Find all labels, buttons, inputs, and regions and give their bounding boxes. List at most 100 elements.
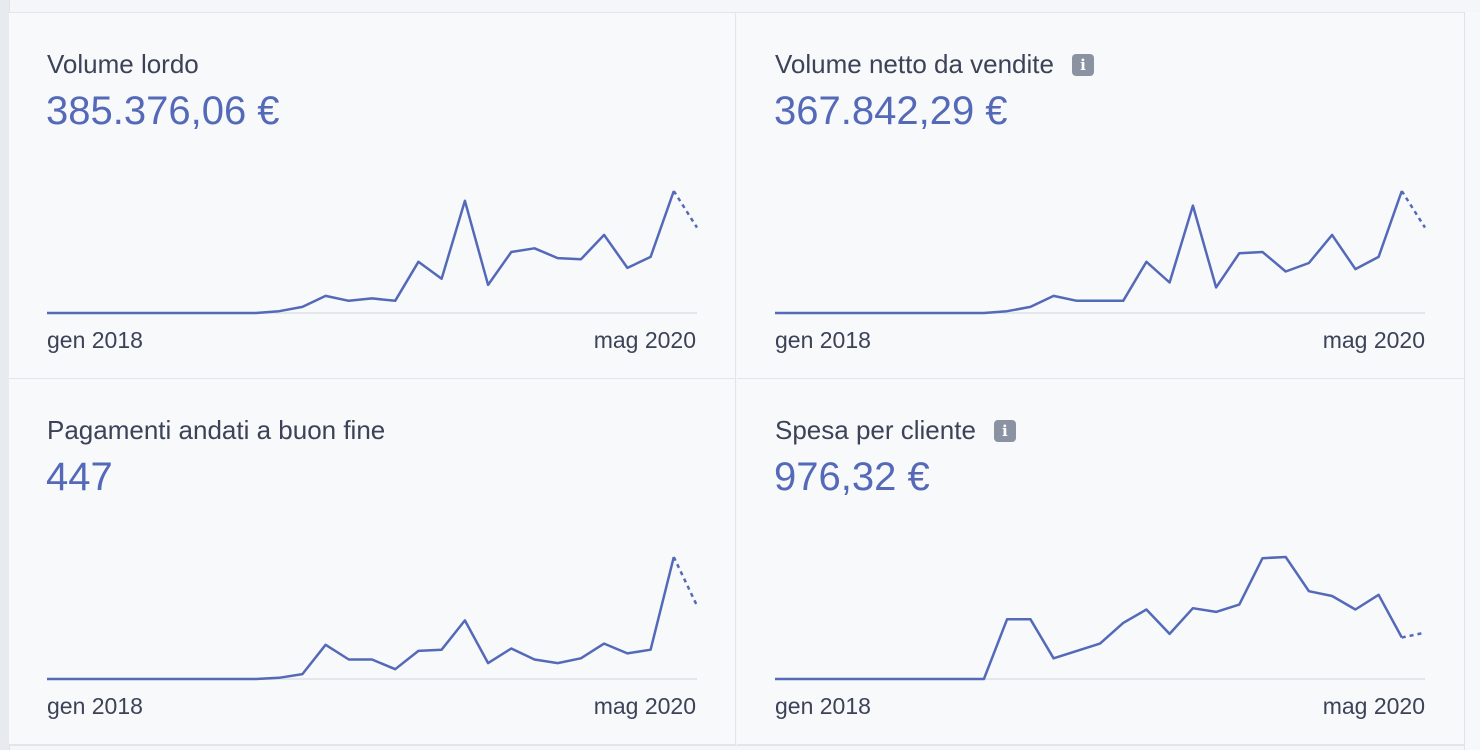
data-point[interactable] <box>978 673 990 685</box>
data-point[interactable] <box>1117 617 1129 629</box>
data-point[interactable] <box>87 307 99 319</box>
data-point[interactable] <box>529 654 541 666</box>
info-icon[interactable]: i <box>1071 53 1094 76</box>
info-icon[interactable]: i <box>993 419 1016 442</box>
data-point[interactable] <box>552 252 564 264</box>
data-point[interactable] <box>366 292 378 304</box>
data-point[interactable] <box>180 673 192 685</box>
data-point[interactable] <box>862 307 874 319</box>
data-point[interactable] <box>1257 552 1269 564</box>
data-point[interactable] <box>343 654 355 666</box>
data-point[interactable] <box>839 307 851 319</box>
data-point[interactable] <box>41 673 53 685</box>
data-point[interactable] <box>1187 602 1199 614</box>
data-point[interactable] <box>862 673 874 685</box>
data-point[interactable] <box>885 307 897 319</box>
card-spesa-cliente[interactable]: Spesa per cliente i 976,32 € gen 2018 ma… <box>737 379 1464 745</box>
data-point[interactable] <box>668 185 680 197</box>
data-point[interactable] <box>955 307 967 319</box>
data-point[interactable] <box>1094 638 1106 650</box>
data-point[interactable] <box>1349 604 1361 616</box>
data-point[interactable] <box>932 673 944 685</box>
data-point[interactable] <box>436 273 448 285</box>
data-point[interactable] <box>885 673 897 685</box>
data-point[interactable] <box>1210 281 1222 293</box>
data-point[interactable] <box>932 307 944 319</box>
card-pagamenti[interactable]: Pagamenti andati a buon fine 447 gen 201… <box>9 379 736 745</box>
data-point[interactable] <box>482 657 494 669</box>
data-point[interactable] <box>691 222 703 234</box>
data-point[interactable] <box>908 307 920 319</box>
data-point[interactable] <box>1210 606 1222 618</box>
data-point[interactable] <box>320 290 332 302</box>
data-point[interactable] <box>204 307 216 319</box>
data-point[interactable] <box>1048 652 1060 664</box>
data-point[interactable] <box>250 307 262 319</box>
data-point[interactable] <box>598 638 610 650</box>
data-point[interactable] <box>459 614 471 626</box>
data-point[interactable] <box>792 673 804 685</box>
data-point[interactable] <box>839 673 851 685</box>
data-point[interactable] <box>1071 645 1083 657</box>
data-point[interactable] <box>389 663 401 675</box>
data-point[interactable] <box>227 307 239 319</box>
data-point[interactable] <box>529 242 541 254</box>
data-point[interactable] <box>1303 585 1315 597</box>
data-point[interactable] <box>1280 551 1292 563</box>
data-point[interactable] <box>482 279 494 291</box>
data-point[interactable] <box>575 253 587 265</box>
data-point[interactable] <box>1326 229 1338 241</box>
data-point[interactable] <box>505 246 517 258</box>
data-point[interactable] <box>111 307 123 319</box>
data-point[interactable] <box>1419 222 1431 234</box>
data-point[interactable] <box>273 672 285 684</box>
data-point[interactable] <box>1233 599 1245 611</box>
data-point[interactable] <box>769 673 781 685</box>
data-point[interactable] <box>41 307 53 319</box>
data-point[interactable] <box>978 307 990 319</box>
data-point[interactable] <box>1164 277 1176 289</box>
data-point[interactable] <box>668 551 680 563</box>
data-point[interactable] <box>1257 246 1269 258</box>
data-point[interactable] <box>1001 613 1013 625</box>
data-point[interactable] <box>1071 295 1083 307</box>
data-point[interactable] <box>204 673 216 685</box>
data-point[interactable] <box>1303 257 1315 269</box>
data-point[interactable] <box>1396 632 1408 644</box>
data-point[interactable] <box>227 673 239 685</box>
data-point[interactable] <box>908 673 920 685</box>
data-point[interactable] <box>1164 628 1176 640</box>
data-point[interactable] <box>621 262 633 274</box>
data-point[interactable] <box>134 673 146 685</box>
data-point[interactable] <box>769 307 781 319</box>
data-point[interactable] <box>1419 627 1431 639</box>
data-point[interactable] <box>598 229 610 241</box>
data-point[interactable] <box>64 307 76 319</box>
data-point[interactable] <box>296 301 308 313</box>
data-point[interactable] <box>180 307 192 319</box>
data-point[interactable] <box>64 673 76 685</box>
data-point[interactable] <box>1094 295 1106 307</box>
data-point[interactable] <box>157 673 169 685</box>
data-point[interactable] <box>1001 305 1013 317</box>
data-point[interactable] <box>412 256 424 268</box>
data-point[interactable] <box>459 195 471 207</box>
data-point[interactable] <box>1024 301 1036 313</box>
card-volume-lordo[interactable]: Volume lordo 385.376,06 € gen 2018 mag 2… <box>9 13 736 379</box>
data-point[interactable] <box>792 307 804 319</box>
data-point[interactable] <box>1048 290 1060 302</box>
data-point[interactable] <box>1280 266 1292 278</box>
data-point[interactable] <box>1233 247 1245 259</box>
data-point[interactable] <box>412 645 424 657</box>
data-point[interactable] <box>621 647 633 659</box>
data-point[interactable] <box>1396 185 1408 197</box>
data-point[interactable] <box>645 251 657 263</box>
data-point[interactable] <box>320 639 332 651</box>
data-point[interactable] <box>505 643 517 655</box>
data-point[interactable] <box>815 673 827 685</box>
data-point[interactable] <box>273 305 285 317</box>
data-point[interactable] <box>1140 256 1152 268</box>
data-point[interactable] <box>691 600 703 612</box>
data-point[interactable] <box>250 673 262 685</box>
data-point[interactable] <box>1349 263 1361 275</box>
